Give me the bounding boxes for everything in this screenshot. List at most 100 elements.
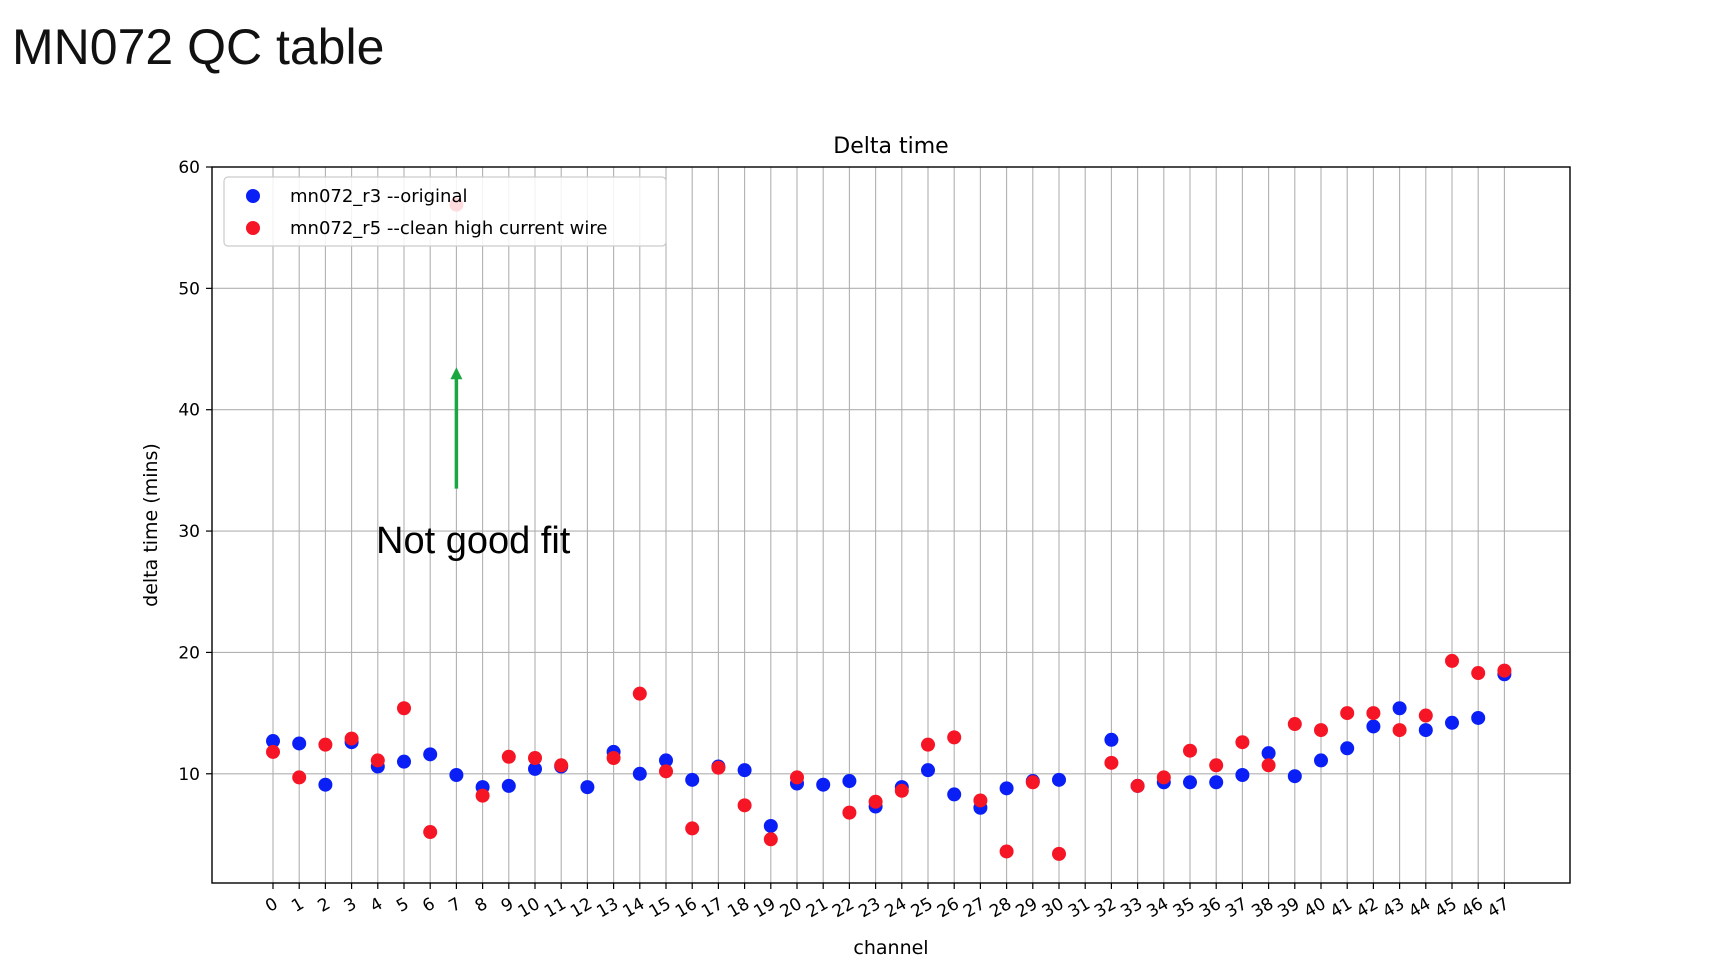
data-point-series-0 [1235, 767, 1250, 782]
data-point-series-1 [266, 744, 280, 759]
x-tick-label: 14 [620, 894, 649, 922]
x-tick-label: 0 [262, 894, 281, 917]
x-tick-label: 4 [367, 894, 386, 917]
x-tick-label: 22 [829, 894, 858, 922]
data-point-series-0 [1471, 710, 1486, 725]
data-point-series-1 [973, 793, 988, 808]
y-axis-label: delta time (mins) [140, 443, 162, 607]
data-point-series-0 [999, 781, 1014, 796]
data-point-series-1 [1497, 663, 1512, 678]
x-tick-label: 26 [934, 894, 963, 922]
x-tick-label: 10 [515, 894, 544, 922]
annotation-arrowhead [450, 367, 463, 380]
y-tick-label: 10 [178, 765, 200, 785]
data-point-series-1 [423, 825, 438, 840]
data-point-series-0 [1104, 732, 1119, 747]
data-point-series-1 [1366, 706, 1381, 721]
x-tick-label: 41 [1327, 894, 1356, 922]
data-point-series-1 [397, 701, 411, 716]
data-point-series-1 [292, 770, 307, 785]
data-point-series-0 [423, 747, 438, 762]
data-point-series-0 [292, 736, 307, 751]
data-points [266, 197, 1512, 861]
data-point-series-0 [659, 753, 673, 768]
plot-area [212, 167, 1570, 883]
data-point-series-1 [737, 798, 752, 813]
x-tick-label: 1 [288, 894, 307, 917]
data-point-series-1 [1340, 706, 1355, 721]
x-tick-label: 7 [446, 894, 465, 917]
x-tick-label: 5 [393, 894, 412, 917]
data-point-series-1 [528, 751, 542, 766]
data-point-series-1 [370, 753, 385, 768]
x-tick-label: 13 [593, 894, 622, 922]
y-tick-label: 60 [178, 158, 200, 178]
data-point-series-1 [1183, 743, 1197, 758]
x-tick-label: 17 [698, 894, 727, 922]
x-tick-label: 21 [803, 894, 832, 922]
data-point-series-0 [737, 763, 752, 778]
data-point-series-0 [1261, 746, 1276, 761]
data-point-series-0 [921, 763, 935, 778]
data-point-series-1 [318, 737, 333, 752]
data-point-series-0 [1418, 723, 1433, 738]
x-tick-label: 28 [986, 894, 1015, 922]
x-tick-label: 31 [1065, 894, 1094, 922]
y-tick-label: 50 [178, 279, 200, 299]
x-tick-label: 2 [315, 894, 334, 917]
x-tick-label: 34 [1144, 894, 1173, 922]
x-tick-label: 30 [1039, 894, 1068, 922]
data-point-series-1 [999, 844, 1014, 859]
x-tick-label: 20 [777, 894, 806, 922]
data-point-series-0 [1392, 701, 1407, 716]
x-tick-label: 27 [960, 894, 989, 922]
x-tick-label: 43 [1379, 894, 1408, 922]
x-tick-label: 11 [541, 894, 570, 922]
data-point-series-1 [685, 821, 700, 836]
y-tick-label: 20 [178, 643, 200, 663]
legend-label-r5: mn072_r5 --clean high current wire [290, 218, 607, 239]
annotation-text: Not good fit [376, 520, 571, 562]
data-point-series-0 [397, 754, 411, 769]
data-point-series-0 [632, 766, 647, 781]
data-point-series-0 [501, 778, 516, 793]
data-point-series-1 [1287, 717, 1302, 732]
x-axis-ticks: 0 1 2 3 4 5 6 7 8 9101112131415161718192021222324… [262, 883, 1513, 922]
x-tick-label: 38 [1248, 894, 1277, 922]
x-tick-label: 37 [1222, 894, 1251, 922]
x-tick-label: 44 [1406, 894, 1435, 922]
data-point-series-1 [1104, 755, 1119, 770]
data-point-series-1 [344, 731, 359, 746]
y-axis-ticks: 10 20 30 40 50 60 [178, 158, 212, 785]
data-point-series-0 [580, 780, 595, 795]
data-point-series-1 [501, 749, 516, 764]
data-point-series-0 [1445, 715, 1459, 730]
x-tick-label: 24 [882, 894, 911, 922]
plot-frame [211, 166, 1571, 884]
x-tick-label: 36 [1196, 894, 1225, 922]
slide-title: MN072 QC table [12, 19, 385, 75]
data-point-series-1 [842, 805, 857, 820]
annotation: Not good fit [376, 367, 571, 562]
data-point-series-1 [632, 686, 647, 701]
x-tick-label: 3 [341, 894, 360, 917]
data-point-series-1 [921, 737, 935, 752]
data-point-series-1 [1025, 775, 1040, 790]
legend: mn072_r3 --original mn072_r5 --clean hig… [223, 176, 667, 247]
x-tick-label: 19 [751, 894, 780, 922]
data-point-series-1 [1445, 653, 1459, 668]
data-point-series-1 [868, 794, 883, 809]
data-point-series-1 [894, 783, 909, 798]
x-tick-label: 16 [672, 894, 701, 922]
legend-box [223, 176, 667, 247]
data-point-series-1 [947, 730, 962, 745]
x-tick-label: 25 [908, 894, 937, 922]
x-tick-label: 18 [724, 894, 753, 922]
data-point-series-0 [816, 777, 831, 792]
data-point-series-1 [763, 832, 778, 847]
x-tick-label: 15 [646, 894, 675, 922]
data-point-series-0 [318, 777, 333, 792]
data-point-series-0 [266, 734, 280, 749]
data-point-series-1 [790, 770, 804, 785]
x-tick-label: 8 [472, 894, 491, 917]
